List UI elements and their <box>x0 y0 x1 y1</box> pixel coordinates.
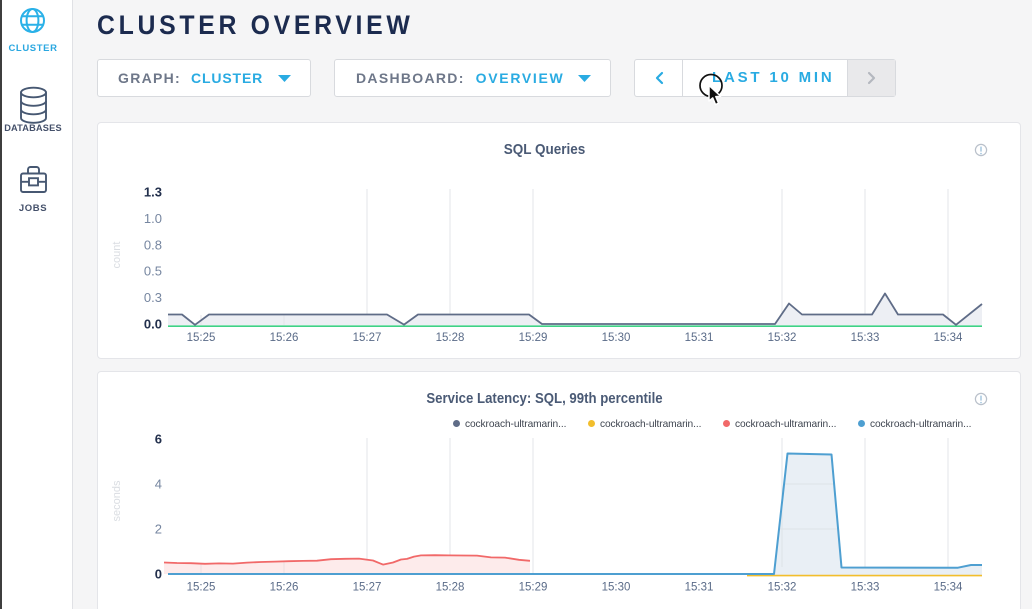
svg-text:1.3: 1.3 <box>144 185 162 200</box>
svg-text:0: 0 <box>155 567 162 582</box>
svg-text:15:26: 15:26 <box>270 332 299 344</box>
svg-text:0.3: 0.3 <box>144 290 162 305</box>
svg-text:CLUSTER: CLUSTER <box>8 43 57 54</box>
svg-text:15:30: 15:30 <box>602 332 631 344</box>
svg-text:15:25: 15:25 <box>187 332 216 344</box>
svg-text:15:28: 15:28 <box>436 332 465 344</box>
svg-text:15:32: 15:32 <box>768 582 797 594</box>
svg-text:4: 4 <box>155 477 162 492</box>
svg-text:15:25: 15:25 <box>187 582 216 594</box>
svg-text:15:29: 15:29 <box>519 582 548 594</box>
svg-text:0.5: 0.5 <box>144 264 162 279</box>
svg-text:1.0: 1.0 <box>144 211 162 226</box>
svg-text:15:34: 15:34 <box>934 332 963 344</box>
svg-text:15:30: 15:30 <box>602 582 631 594</box>
svg-text:15:32: 15:32 <box>768 332 797 344</box>
svg-text:15:27: 15:27 <box>353 332 382 344</box>
svg-text:15:33: 15:33 <box>851 332 880 344</box>
svg-text:15:28: 15:28 <box>436 582 465 594</box>
svg-text:count: count <box>111 242 123 269</box>
svg-text:15:26: 15:26 <box>270 582 299 594</box>
svg-text:0.0: 0.0 <box>144 317 162 332</box>
svg-text:2: 2 <box>155 522 162 537</box>
svg-text:0.8: 0.8 <box>144 237 162 252</box>
svg-text:15:29: 15:29 <box>519 332 548 344</box>
svg-text:15:34: 15:34 <box>934 582 963 594</box>
svg-text:6: 6 <box>155 432 162 447</box>
svg-text:15:33: 15:33 <box>851 582 880 594</box>
svg-text:15:31: 15:31 <box>685 582 714 594</box>
svg-text:15:31: 15:31 <box>685 332 714 344</box>
svg-text:15:27: 15:27 <box>353 582 382 594</box>
svg-text:JOBS: JOBS <box>19 203 47 214</box>
svg-text:DATABASES: DATABASES <box>4 123 62 133</box>
svg-text:seconds: seconds <box>111 480 123 521</box>
